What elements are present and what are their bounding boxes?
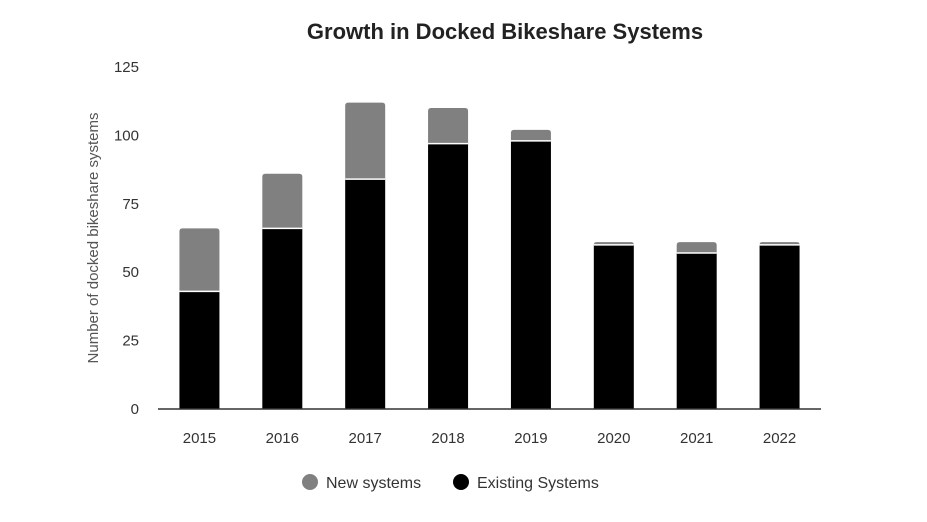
bars	[179, 102, 800, 409]
bar-segment-existing-systems	[510, 140, 551, 409]
y-tick-label: 0	[131, 401, 139, 418]
bar-segment-existing-systems	[179, 291, 220, 409]
x-tick-label: 2015	[183, 430, 216, 447]
y-axis-label: Number of docked bikeshare systems	[85, 113, 102, 364]
legend-label: New systems	[326, 475, 421, 492]
x-tick-label: 2019	[514, 430, 547, 447]
y-tick-label: 125	[114, 59, 139, 76]
bar-segment-existing-systems	[593, 244, 634, 409]
x-tick-label: 2018	[431, 430, 464, 447]
bar-segment-existing-systems	[428, 143, 469, 409]
x-tick-label: 2017	[349, 430, 382, 447]
chart-title: Growth in Docked Bikeshare Systems	[307, 19, 703, 44]
bar-segment-existing-systems	[759, 244, 800, 409]
bar-segment-new-systems	[428, 108, 469, 144]
bar-segment-existing-systems	[262, 228, 303, 409]
x-axis-ticks: 2015 2016 2017 2018 2019 2020 2021 2022	[183, 430, 797, 447]
legend-marker	[302, 474, 318, 490]
bar-segment-existing-systems	[345, 179, 386, 409]
y-tick-label: 75	[122, 196, 139, 213]
y-tick-label: 25	[122, 333, 139, 350]
y-tick-label: 50	[122, 264, 139, 281]
bar-segment-existing-systems	[676, 253, 717, 409]
x-tick-label: 2016	[266, 430, 299, 447]
x-tick-label: 2020	[597, 430, 630, 447]
legend-label: Existing Systems	[477, 475, 599, 492]
legend: New systems Existing Systems	[302, 474, 599, 492]
bar-segment-new-systems	[510, 129, 551, 141]
y-axis-ticks: 0 25 50 75 100 125	[114, 59, 139, 418]
bar-segment-new-systems	[179, 228, 220, 292]
bar-segment-new-systems	[262, 173, 303, 229]
y-tick-label: 100	[114, 127, 139, 144]
bar-segment-new-systems	[345, 102, 386, 180]
x-tick-label: 2021	[680, 430, 713, 447]
legend-marker	[453, 474, 469, 490]
x-tick-label: 2022	[763, 430, 796, 447]
bar-segment-new-systems	[676, 242, 717, 254]
